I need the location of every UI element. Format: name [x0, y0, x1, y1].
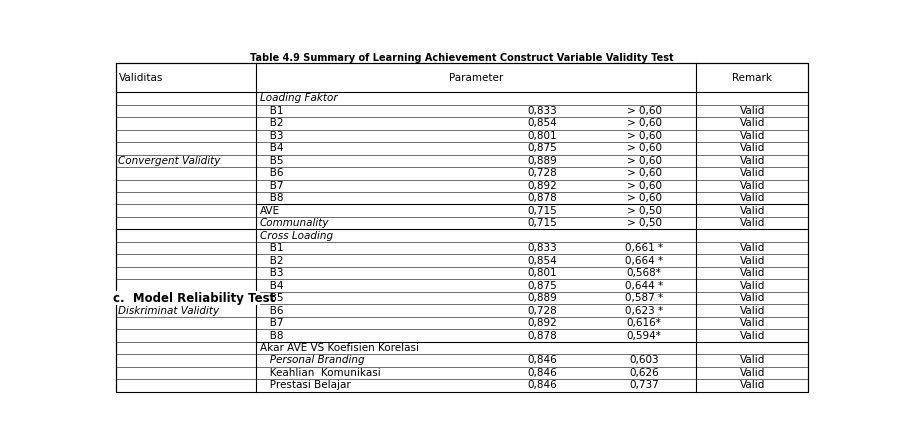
- Text: > 0,60: > 0,60: [627, 143, 661, 153]
- Text: Valid: Valid: [740, 131, 765, 141]
- Text: Valid: Valid: [740, 143, 765, 153]
- Text: 0,603: 0,603: [630, 355, 658, 366]
- Text: Valid: Valid: [740, 281, 765, 290]
- Text: B2: B2: [260, 118, 283, 128]
- Text: 0,644 *: 0,644 *: [625, 281, 663, 290]
- Text: B4: B4: [260, 281, 283, 290]
- Text: Valid: Valid: [740, 318, 765, 328]
- Text: > 0,60: > 0,60: [627, 106, 661, 116]
- Text: Valid: Valid: [740, 381, 765, 390]
- Text: 0,833: 0,833: [528, 106, 557, 116]
- Text: 0,801: 0,801: [528, 131, 557, 141]
- Text: 0,875: 0,875: [528, 143, 557, 153]
- Text: B8: B8: [260, 193, 283, 203]
- Text: > 0,50: > 0,50: [627, 206, 661, 216]
- Text: B5: B5: [260, 293, 283, 303]
- Text: Valid: Valid: [740, 206, 765, 216]
- Text: 0,715: 0,715: [528, 206, 557, 216]
- Text: > 0,60: > 0,60: [627, 156, 661, 166]
- Text: B7: B7: [260, 318, 283, 328]
- Text: Valid: Valid: [740, 243, 765, 253]
- Text: 0,833: 0,833: [528, 243, 557, 253]
- Text: Valid: Valid: [740, 156, 765, 166]
- Text: Valid: Valid: [740, 331, 765, 340]
- Text: Valid: Valid: [740, 218, 765, 228]
- Text: Parameter: Parameter: [449, 73, 503, 83]
- Text: Communality: Communality: [260, 218, 329, 228]
- Text: 0,854: 0,854: [528, 118, 557, 128]
- Bar: [113, 291, 260, 305]
- Text: 0,878: 0,878: [528, 193, 557, 203]
- Text: B6: B6: [260, 305, 283, 316]
- Text: 0,846: 0,846: [528, 368, 557, 378]
- Text: > 0,60: > 0,60: [627, 193, 661, 203]
- Text: B1: B1: [260, 106, 283, 116]
- Text: 0,846: 0,846: [528, 355, 557, 366]
- Text: 0,728: 0,728: [528, 305, 557, 316]
- Text: B3: B3: [260, 268, 283, 278]
- Text: 0,664 *: 0,664 *: [625, 255, 663, 266]
- Text: > 0,60: > 0,60: [627, 168, 661, 178]
- Text: 0,889: 0,889: [528, 156, 557, 166]
- Text: 0,715: 0,715: [528, 218, 557, 228]
- Text: B2: B2: [260, 255, 283, 266]
- Text: 0,801: 0,801: [528, 268, 557, 278]
- Text: Valid: Valid: [740, 268, 765, 278]
- Text: Valid: Valid: [740, 368, 765, 378]
- Text: 0,623 *: 0,623 *: [625, 305, 663, 316]
- Text: B6: B6: [260, 168, 283, 178]
- Text: Akar AVE VS Koefisien Korelasi: Akar AVE VS Koefisien Korelasi: [260, 343, 419, 353]
- Text: 0,878: 0,878: [528, 331, 557, 340]
- Text: 0,892: 0,892: [528, 181, 557, 191]
- Text: Prestasi Belajar: Prestasi Belajar: [260, 381, 350, 390]
- Text: Valid: Valid: [740, 293, 765, 303]
- Text: Valid: Valid: [740, 106, 765, 116]
- Text: 0,616*: 0,616*: [627, 318, 661, 328]
- Text: Validitas: Validitas: [119, 73, 163, 83]
- Text: 0,854: 0,854: [528, 255, 557, 266]
- Text: 0,889: 0,889: [528, 293, 557, 303]
- Text: Loading Faktor: Loading Faktor: [260, 93, 337, 103]
- Text: Valid: Valid: [740, 305, 765, 316]
- Text: AVE: AVE: [260, 206, 280, 216]
- Text: Cross Loading: Cross Loading: [260, 231, 333, 241]
- Text: B7: B7: [260, 181, 283, 191]
- Text: c.  Model Reliability Test: c. Model Reliability Test: [114, 292, 276, 305]
- Text: Valid: Valid: [740, 168, 765, 178]
- Text: Valid: Valid: [740, 355, 765, 366]
- Text: Convergent Validity: Convergent Validity: [118, 156, 221, 166]
- Text: > 0,60: > 0,60: [627, 118, 661, 128]
- Text: 0,875: 0,875: [528, 281, 557, 290]
- Text: > 0,50: > 0,50: [627, 218, 661, 228]
- Text: Keahlian  Komunikasi: Keahlian Komunikasi: [260, 368, 381, 378]
- Text: 0,661 *: 0,661 *: [625, 243, 663, 253]
- Text: 0,568*: 0,568*: [627, 268, 661, 278]
- Text: Personal Branding: Personal Branding: [260, 355, 364, 366]
- Text: B4: B4: [260, 143, 283, 153]
- Text: B3: B3: [260, 131, 283, 141]
- Text: 0,737: 0,737: [630, 381, 658, 390]
- Text: Table 4.9 Summary of Learning Achievement Construct Variable Validity Test: Table 4.9 Summary of Learning Achievemen…: [251, 53, 674, 63]
- Text: Valid: Valid: [740, 193, 765, 203]
- Text: 0,594*: 0,594*: [627, 331, 661, 340]
- Text: Valid: Valid: [740, 118, 765, 128]
- Text: 0,626: 0,626: [630, 368, 658, 378]
- Text: > 0,60: > 0,60: [627, 181, 661, 191]
- Text: > 0,60: > 0,60: [627, 131, 661, 141]
- Text: B8: B8: [260, 331, 283, 340]
- Text: 0,587 *: 0,587 *: [625, 293, 663, 303]
- Text: 0,728: 0,728: [528, 168, 557, 178]
- Text: B5: B5: [260, 156, 283, 166]
- Text: Remark: Remark: [732, 73, 772, 83]
- Text: B1: B1: [260, 243, 283, 253]
- Text: Valid: Valid: [740, 181, 765, 191]
- Text: Diskriminat Validity: Diskriminat Validity: [118, 305, 219, 316]
- Text: 0,846: 0,846: [528, 381, 557, 390]
- Text: Valid: Valid: [740, 255, 765, 266]
- Text: 0,892: 0,892: [528, 318, 557, 328]
